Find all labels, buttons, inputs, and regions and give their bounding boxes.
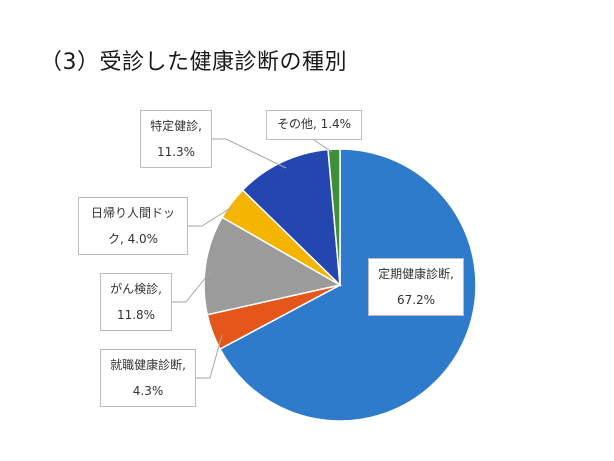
pie-slice-tokutei — [241, 148, 341, 287]
data-label-tokutei: 特定健診, 11.3% — [140, 110, 212, 168]
data-label-shushoku-line2: 4.3% — [132, 384, 164, 398]
data-label-tokutei-line1: 特定健診, — [150, 119, 202, 133]
pie-slice-gan — [203, 216, 343, 316]
leader-gan — [172, 271, 211, 303]
leader-dock — [188, 206, 233, 227]
data-label-dock-line2: ク, 4.0% — [107, 232, 159, 246]
leader-sonota — [313, 139, 333, 153]
data-label-teiki-line2: 67.2% — [396, 293, 436, 307]
pie-slice-teiki — [218, 148, 477, 422]
data-label-teiki-line1: 定期健康診断, — [378, 267, 454, 281]
data-label-gan-line1: がん検診, — [110, 282, 162, 296]
data-label-shushoku: 就職健康診断, 4.3% — [100, 349, 196, 407]
data-label-gan: がん検診, 11.8% — [100, 273, 172, 331]
data-label-gan-line2: 11.8% — [116, 308, 156, 322]
leader-shushoku — [196, 334, 223, 379]
data-label-shushoku-line1: 就職健康診断, — [110, 358, 186, 372]
data-label-sonota-line1: その他, 1.4% — [276, 117, 352, 131]
data-label-tokutei-line2: 11.3% — [156, 145, 196, 159]
leader-tokutei — [212, 138, 287, 169]
data-label-dock-line1: 日帰り人間ドッ — [90, 206, 175, 220]
data-label-teiki: 定期健康診断, 67.2% — [368, 258, 464, 316]
data-label-sonota: その他, 1.4% — [266, 110, 362, 140]
data-label-dock: 日帰り人間ドッ ク, 4.0% — [78, 197, 188, 255]
page-title: （3）受診した健康診断の種別 — [40, 50, 347, 75]
